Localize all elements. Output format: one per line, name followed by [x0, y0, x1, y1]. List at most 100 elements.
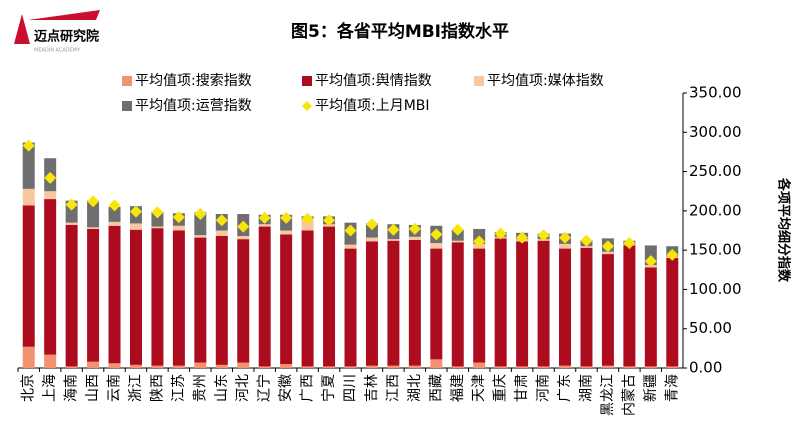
x-tick-label: 新疆 — [643, 374, 659, 402]
bar-segment — [194, 362, 207, 368]
bar-segment — [129, 364, 142, 368]
x-tick-label: 河南 — [536, 374, 552, 402]
bar-segment — [108, 206, 121, 222]
bar-segment — [108, 225, 121, 364]
mbi-marker — [301, 212, 314, 225]
bar-segment — [65, 222, 78, 225]
bar-segment — [344, 248, 357, 367]
x-tick-label: 河北 — [235, 374, 251, 402]
bar-segment — [537, 240, 550, 367]
bar-segment — [280, 364, 293, 368]
legend-marker — [122, 76, 132, 86]
bar-segment — [44, 354, 57, 368]
x-tick-label: 江苏 — [171, 374, 187, 402]
bar-segment — [237, 239, 250, 363]
bar-segment — [215, 236, 228, 365]
bar-segment — [194, 235, 207, 238]
bar-segment — [365, 365, 378, 368]
x-tick-label: 云南 — [107, 374, 123, 402]
legend-label: 平均值项:媒体指数 — [487, 73, 604, 89]
mbi-marker — [22, 139, 35, 152]
x-tick-label: 山东 — [214, 374, 230, 402]
x-tick-label: 西藏 — [428, 374, 444, 402]
bar-segment — [580, 246, 593, 248]
bar-segment — [644, 366, 657, 368]
mbi-marker — [601, 240, 614, 253]
bar-segment — [494, 366, 507, 368]
x-tick-label: 安徽 — [278, 374, 294, 402]
bar-segment — [44, 199, 57, 355]
bar-segment — [387, 240, 400, 366]
bar-segment — [430, 248, 443, 360]
y-tick-label: 150.00 — [689, 241, 742, 259]
x-tick-label: 甘肃 — [514, 374, 530, 402]
mbi-marker — [280, 211, 293, 224]
bar-segment — [365, 241, 378, 366]
bar-segment — [666, 258, 679, 367]
mbi-marker — [644, 255, 657, 268]
bar-segment — [473, 248, 486, 363]
mbi-marker — [237, 220, 250, 233]
bar-segment — [601, 365, 614, 368]
mbi-marker — [344, 224, 357, 237]
x-tick-label: 黑龙江 — [600, 374, 616, 416]
mbi-marker — [215, 214, 228, 227]
bar-segment — [194, 212, 207, 236]
bar-segment — [172, 365, 185, 368]
legend-marker — [122, 101, 132, 111]
mbi-marker — [666, 248, 679, 261]
y-tick-label: 100.00 — [689, 280, 742, 298]
x-tick-label: 江西 — [385, 374, 401, 402]
bar-segment — [151, 365, 164, 368]
bar-segment — [408, 365, 421, 368]
bar-segment — [22, 346, 35, 368]
bar-segment — [387, 239, 400, 241]
bar-segment — [87, 361, 100, 368]
mbi-marker — [408, 222, 421, 235]
x-tick-label: 青海 — [664, 374, 680, 402]
bar-segment — [108, 221, 121, 226]
bar-segment — [215, 364, 228, 368]
mbi-marker — [494, 227, 507, 240]
bar-segment — [559, 243, 572, 249]
bar-segment — [22, 205, 35, 347]
mbi-marker — [108, 199, 121, 212]
bar-segment — [451, 366, 464, 368]
bar-segment — [344, 244, 357, 249]
x-tick-label: 海南 — [64, 374, 80, 402]
bar-segment — [129, 229, 142, 365]
mbi-marker — [623, 237, 636, 250]
bar-segment — [516, 241, 529, 367]
mbi-marker — [516, 231, 529, 244]
x-tick-label: 浙江 — [128, 374, 144, 402]
bar-segment — [666, 366, 679, 368]
bar-segment — [451, 242, 464, 367]
bar-segment — [601, 254, 614, 366]
x-tick-label: 重庆 — [493, 374, 509, 402]
y-tick-label: 50.00 — [689, 319, 732, 337]
x-tick-label: 湖南 — [578, 374, 594, 402]
mbi-marker — [559, 231, 572, 244]
logo: 迈点研究院 MEADIN ACADEMY — [14, 10, 100, 54]
bar-segment — [87, 228, 100, 362]
logo-icon — [14, 14, 30, 44]
mbi-marker — [87, 195, 100, 208]
legend-marker — [474, 76, 484, 86]
bar-segment — [280, 230, 293, 235]
bar-segment — [580, 366, 593, 368]
mbi-marker — [387, 223, 400, 236]
bar-segment — [151, 228, 164, 366]
bar-segment — [623, 245, 636, 367]
legend-label: 平均值项:搜索指数 — [135, 72, 252, 89]
x-tick-label: 上海 — [42, 374, 58, 402]
mbi-marker — [323, 214, 336, 227]
bar-segment — [258, 366, 271, 368]
mbi-marker — [451, 223, 464, 236]
bar-segment — [580, 247, 593, 367]
bar-segment — [323, 226, 336, 367]
bar-segment — [473, 362, 486, 368]
bar-segment — [623, 366, 636, 368]
bar-segment — [65, 366, 78, 368]
legend-marker — [302, 76, 312, 86]
mbi-marker — [129, 205, 142, 218]
